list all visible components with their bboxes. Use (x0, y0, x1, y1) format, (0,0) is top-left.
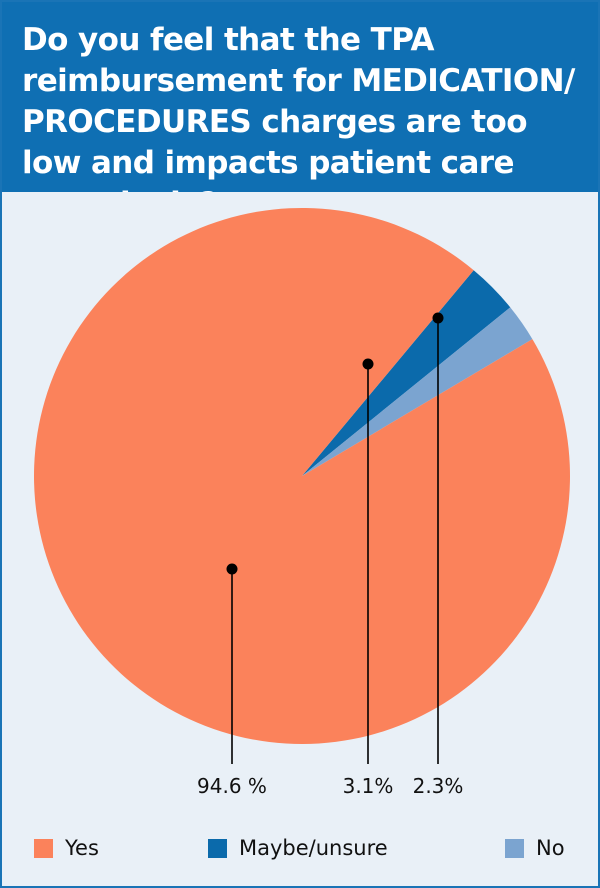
legend-swatch-no (505, 838, 524, 858)
title-banner: Do you feel that the TPA reimbursement f… (2, 2, 598, 222)
marker-dot-yes (226, 563, 238, 575)
value-label-maybe: 3.1% (343, 774, 394, 798)
legend-item-no: No (505, 828, 565, 868)
legend-label-no: No (536, 836, 565, 860)
legend-item-yes: Yes (34, 828, 99, 868)
pie-slice-no (302, 307, 533, 476)
value-label-yes: 94.6 % (197, 774, 267, 798)
legend-swatch-maybe (208, 838, 227, 858)
legend-label-maybe: Maybe/unsure (239, 836, 388, 860)
pie-slice-yes (33, 207, 570, 745)
marker-dot-maybe (362, 358, 374, 370)
legend-swatch-yes (34, 838, 53, 858)
legend-label-yes: Yes (65, 836, 99, 860)
pie-slice-maybe (302, 270, 511, 476)
legend-item-maybe: Maybe/unsure (208, 828, 388, 868)
value-label-no: 2.3% (413, 774, 464, 798)
marker-dot-no (432, 312, 444, 324)
